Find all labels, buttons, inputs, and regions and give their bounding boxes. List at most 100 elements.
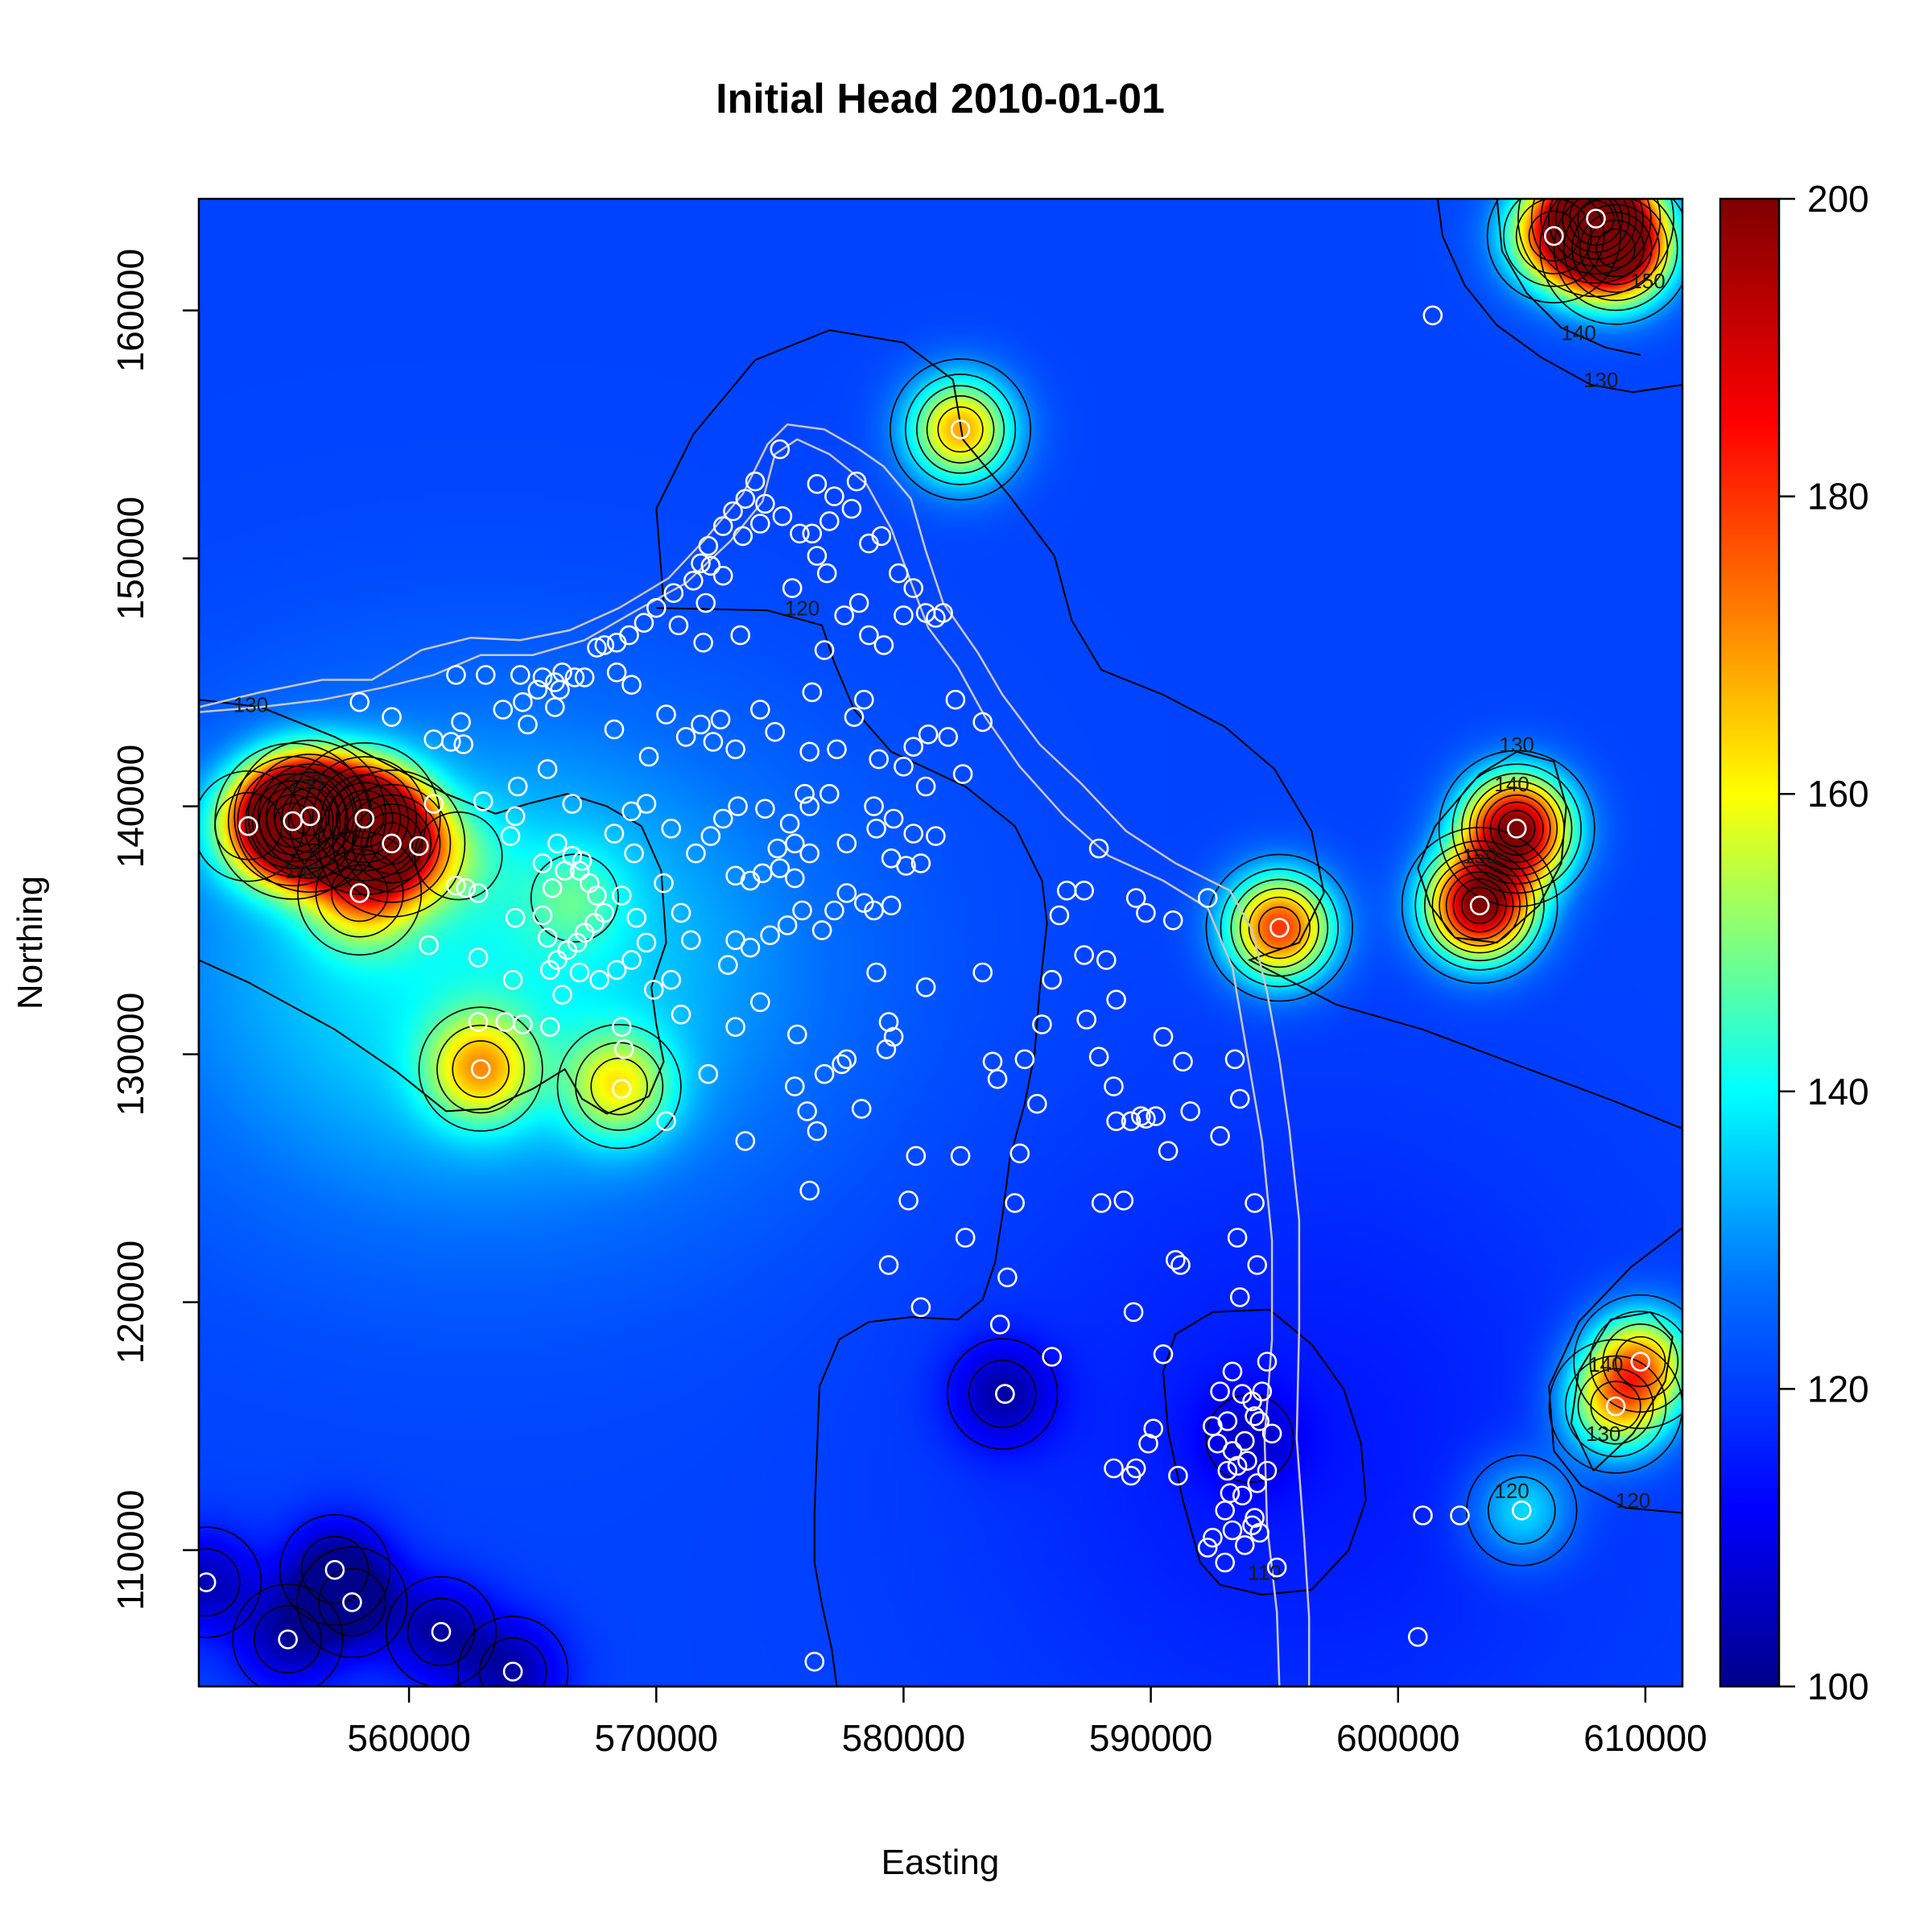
- observation-well-marker: [725, 1017, 745, 1037]
- observation-well-marker: [1232, 1485, 1253, 1506]
- observation-well-marker: [910, 1297, 931, 1318]
- observation-well-marker: [730, 625, 751, 646]
- observation-well-marker: [749, 992, 770, 1013]
- observation-well-marker: [562, 845, 583, 866]
- peak-contour-ring: [317, 769, 466, 918]
- observation-well-marker: [728, 796, 748, 816]
- peak-contour-ring: [1548, 199, 1644, 267]
- observation-well-marker: [864, 796, 884, 816]
- observation-well-marker: [446, 665, 466, 685]
- observation-well-marker: [1032, 1014, 1052, 1034]
- observation-well-marker: [987, 1069, 1008, 1089]
- observation-well-marker: [735, 1131, 756, 1151]
- observation-well-marker: [456, 877, 477, 898]
- observation-well-marker: [604, 719, 625, 740]
- contour-label: 130: [233, 693, 268, 717]
- peak-contour-ring: [330, 864, 389, 923]
- observation-well-marker: [636, 932, 657, 953]
- peak-contour-ring: [530, 853, 619, 943]
- observation-well-marker: [1162, 910, 1183, 931]
- x-tick-label: 590000: [1089, 1717, 1213, 1759]
- observation-well-marker: [784, 868, 805, 889]
- observation-well-marker: [883, 808, 904, 829]
- peak-contour-ring: [457, 1616, 569, 1686]
- observation-well-marker: [451, 712, 471, 733]
- observation-well-marker: [1104, 1458, 1124, 1479]
- observation-well-marker: [440, 732, 461, 752]
- observation-well-marker: [938, 727, 958, 747]
- observation-well-marker: [1227, 1455, 1248, 1476]
- observation-well-marker: [1215, 1552, 1235, 1573]
- observation-well-marker: [634, 613, 654, 634]
- observation-well-marker: [799, 1180, 820, 1201]
- observation-well-marker: [646, 597, 667, 618]
- peak-contour-ring: [1476, 787, 1558, 870]
- observation-well-marker: [786, 1024, 807, 1045]
- contour-line-120: [656, 607, 1048, 1686]
- observation-well-marker: [671, 1005, 691, 1025]
- observation-well-marker: [1261, 1423, 1282, 1444]
- contour-label: 150: [287, 770, 322, 794]
- observation-well-marker: [1247, 1473, 1267, 1493]
- observation-well-marker: [836, 833, 857, 854]
- colorbar-tick-label: 140: [1807, 1071, 1869, 1113]
- observation-well-marker: [574, 923, 595, 943]
- peak-contour-ring: [1239, 887, 1319, 968]
- observation-well-marker: [1450, 1505, 1470, 1525]
- observation-well-marker: [834, 605, 854, 625]
- observation-well-marker: [624, 843, 644, 864]
- peak-contour-ring: [1571, 204, 1661, 293]
- observation-well-marker: [918, 724, 939, 745]
- peak-contour-ring: [199, 1526, 262, 1638]
- observation-well-marker: [1009, 1143, 1030, 1164]
- observation-well-marker: [1158, 1141, 1179, 1161]
- observation-well-marker: [539, 960, 560, 980]
- observation-well-marker: [696, 592, 716, 613]
- observation-well-marker: [846, 471, 867, 492]
- observation-well-marker: [717, 955, 738, 975]
- observation-well-marker: [814, 1063, 835, 1084]
- contour-label: 150: [1462, 844, 1496, 868]
- peak-contour-ring: [890, 358, 1032, 501]
- x-tick-label: 560000: [347, 1717, 471, 1759]
- peak-contour-ring: [452, 1040, 510, 1098]
- peak-contour-ring: [1461, 773, 1573, 885]
- observation-well-marker: [848, 592, 869, 613]
- observation-well-marker: [903, 737, 923, 758]
- observation-well-marker: [851, 1099, 872, 1119]
- contour-label: 140: [1588, 1352, 1623, 1377]
- observation-well-marker: [866, 962, 886, 983]
- observation-well-marker: [552, 985, 572, 1005]
- observation-well-marker: [453, 734, 474, 754]
- observation-well-marker: [638, 746, 659, 767]
- peak-contour-ring: [257, 763, 363, 869]
- observation-well-marker: [1229, 1287, 1250, 1307]
- observation-well-marker: [1106, 1111, 1126, 1132]
- colorbar-tick-label: 200: [1807, 178, 1869, 220]
- observation-well-marker: [691, 553, 711, 574]
- peak-contour-ring: [968, 1360, 1037, 1428]
- observation-well-marker: [1170, 1255, 1191, 1275]
- peak-contour-ring: [916, 385, 1005, 474]
- peak-contour-ring: [1486, 199, 1621, 303]
- peak-contour-ring: [590, 1057, 648, 1116]
- peak-contour-ring: [332, 783, 452, 903]
- observation-well-marker: [1088, 838, 1109, 859]
- observation-well-marker: [594, 902, 615, 923]
- observation-well-marker: [1422, 305, 1443, 326]
- observation-well-marker: [547, 833, 568, 854]
- observation-well-marker: [1630, 1352, 1651, 1372]
- observation-well-marker: [1197, 1538, 1218, 1558]
- observation-well-marker: [906, 1146, 927, 1166]
- observation-well-marker: [574, 667, 595, 687]
- observation-well-marker: [1227, 1228, 1248, 1248]
- peak-contour-ring: [385, 1575, 497, 1686]
- contour-label: 110: [1248, 1561, 1281, 1585]
- peak-contour-ring: [342, 794, 441, 893]
- observation-well-marker: [1203, 1527, 1223, 1548]
- peak-contour-ring: [1590, 1381, 1641, 1432]
- observation-well-marker: [869, 749, 889, 770]
- observation-well-marker: [749, 700, 770, 720]
- peak-contour-ring: [1553, 199, 1678, 312]
- observation-well-marker: [409, 836, 429, 857]
